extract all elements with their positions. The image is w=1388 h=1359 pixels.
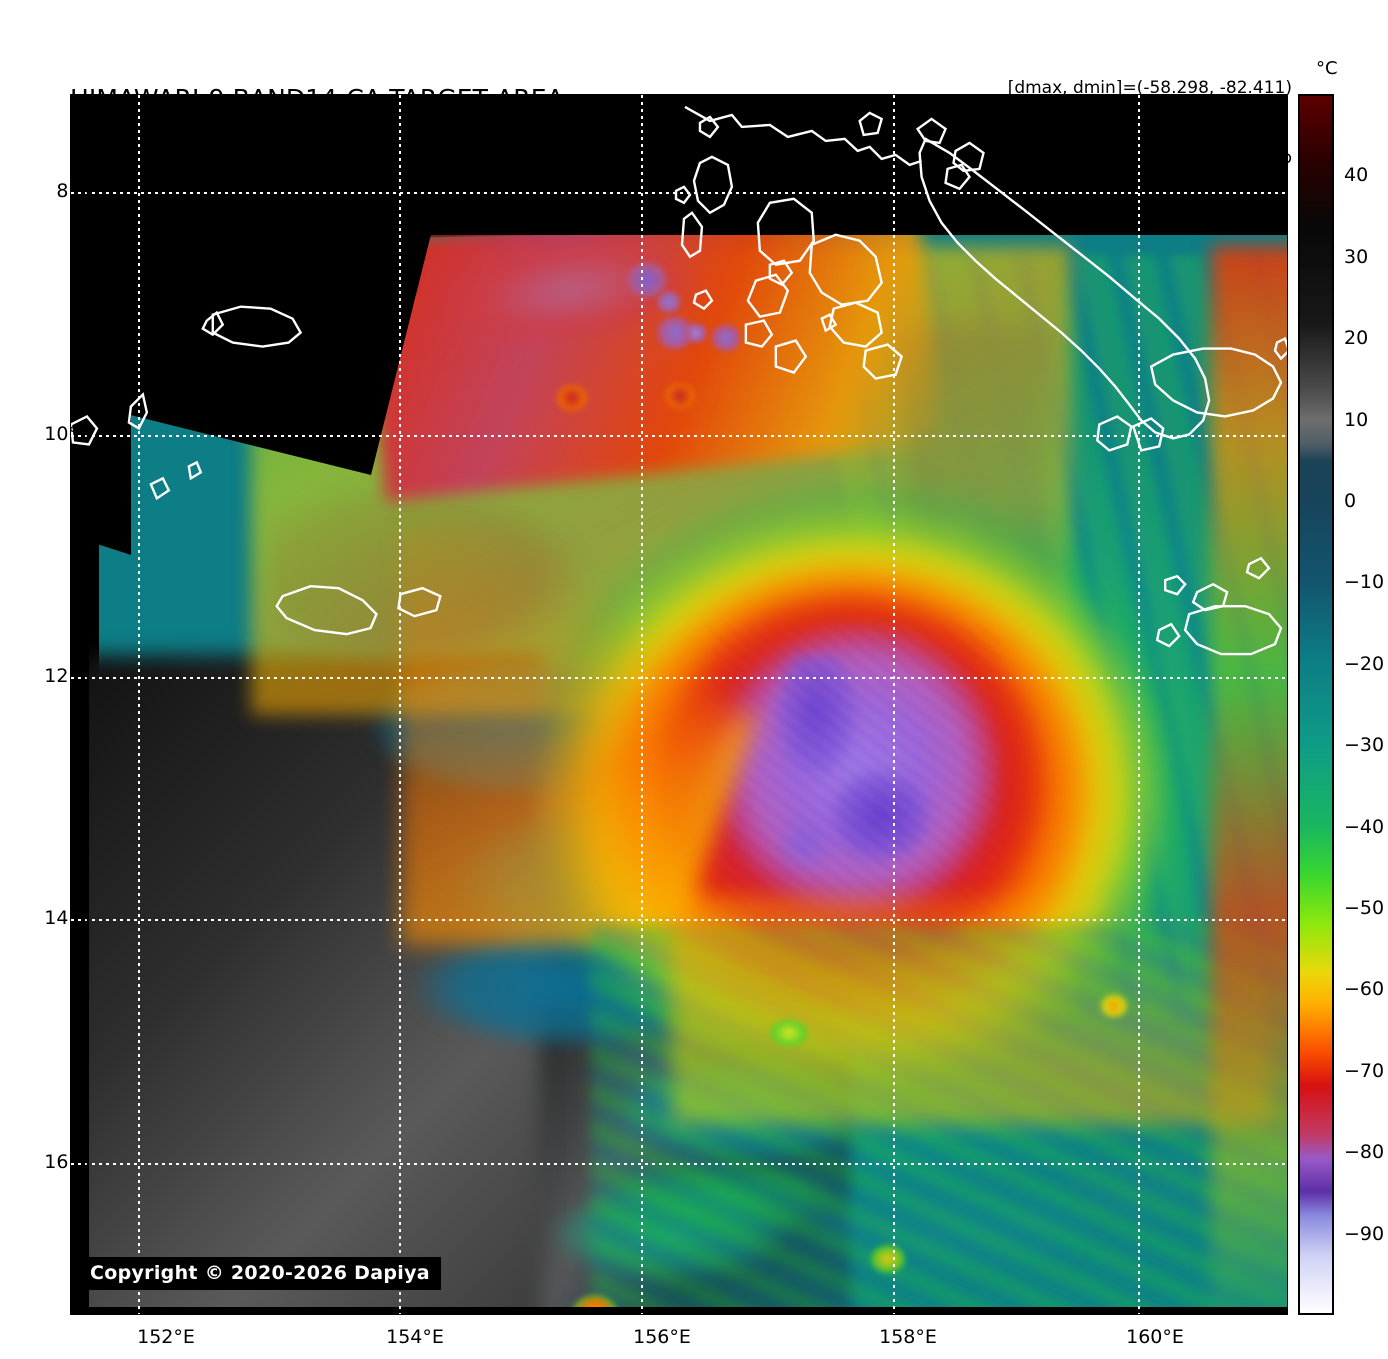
satellite-image-panel[interactable]: Copyright © 2020-2026 Dapiya — [70, 94, 1288, 1315]
xtick-156E: 156°E — [633, 1326, 691, 1348]
gridline-14S — [71, 919, 1287, 921]
colorbar-unit-label: °C — [1316, 58, 1338, 79]
colorbar-tick-neg50: −50 — [1344, 897, 1385, 919]
gridline-160E — [1138, 95, 1140, 1314]
gridline-16S — [71, 1163, 1287, 1165]
ytick-8S: 8°S — [56, 180, 90, 202]
graticule-overlay — [71, 95, 1287, 1314]
ytick-12S: 12°S — [44, 665, 90, 687]
colorbar-tick-neg60: −60 — [1344, 978, 1385, 1001]
gridline-8S — [71, 192, 1287, 194]
xtick-152E: 152°E — [137, 1326, 195, 1348]
gridline-10S — [71, 435, 1287, 437]
ytick-10S: 10°S — [44, 423, 90, 445]
ytick-16S: 16°S — [44, 1151, 90, 1173]
colorbar-tick-neg10: −10 — [1344, 571, 1385, 594]
colorbar-tick-neg90: −90 — [1344, 1222, 1385, 1245]
xtick-160E: 160°E — [1126, 1326, 1184, 1348]
colorbar-tick-neg70: −70 — [1344, 1059, 1385, 1082]
xtick-158E: 158°E — [879, 1326, 937, 1348]
colorbar-tick-40: 40 — [1344, 164, 1369, 187]
colorbar-tick-20: 20 — [1344, 327, 1369, 350]
gridline-154E — [399, 95, 401, 1314]
satellite-raster — [71, 95, 1287, 1314]
colorbar-tick-neg20: −20 — [1344, 652, 1385, 675]
colorbar-tick-neg40: −40 — [1344, 815, 1385, 838]
colorbar[interactable] — [1298, 94, 1334, 1315]
xtick-154E: 154°E — [386, 1326, 444, 1348]
colorbar-tick-neg30: −30 — [1344, 734, 1385, 757]
gridline-152E — [138, 95, 140, 1314]
gridline-12S — [71, 677, 1287, 679]
dmax-dmin-label: [dmax, dmin]=(-58.298, -82.411) — [1007, 77, 1292, 98]
ytick-14S: 14°S — [44, 907, 90, 929]
gridline-156E — [641, 95, 643, 1314]
colorbar-gradient — [1300, 96, 1332, 1313]
colorbar-tick-30: 30 — [1344, 245, 1369, 268]
colorbar-tick-0: 0 — [1344, 490, 1357, 512]
colorbar-tick-10: 10 — [1344, 408, 1369, 431]
colorbar-tick-neg80: −80 — [1344, 1141, 1385, 1164]
gridline-158E — [893, 95, 895, 1314]
copyright-watermark: Copyright © 2020-2026 Dapiya — [79, 1257, 441, 1290]
